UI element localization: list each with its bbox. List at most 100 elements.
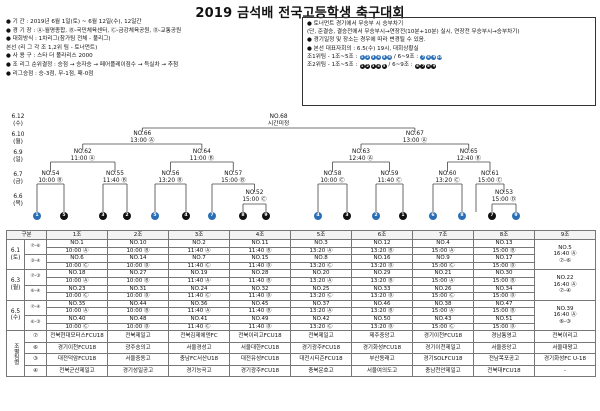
bracket-seed: 2 [372, 212, 380, 220]
info-ball: ● 사 용 구 : 스타 더 폴라리스 2000 [6, 53, 93, 60]
match-number: NO.65 [459, 149, 478, 155]
header-group: 6조 [351, 230, 413, 240]
seed-dot: 9 [431, 55, 437, 61]
seed-row-mid: / 6~9조 : [386, 62, 415, 69]
schedule-cell: 10:00 Ⓑ [107, 307, 169, 316]
match-time: 11:00 Ⓐ [70, 155, 95, 162]
schedule-cell: 13:20 Ⓐ [290, 246, 352, 256]
team-name: 서울대한FCU18 [229, 341, 291, 355]
team-name: 대전유성FCU18 [229, 353, 291, 366]
schedule-cell: 13:20 Ⓓ [351, 322, 413, 332]
match-number: NO.63 [352, 149, 370, 155]
seed-dot: 4 [376, 55, 382, 61]
bracket-match-semi: NO.67 13:00 Ⓐ [393, 131, 437, 145]
match-number: NO.53 [495, 190, 513, 196]
schedule-cell: NO.25 [290, 284, 352, 294]
schedule-row: ⑥-③ NO.40 NO.48 NO.41 NO.49 NO.42 NO.50 NO.43 NO… [7, 314, 596, 332]
schedule-cell: NO.48 [107, 314, 169, 324]
schedule-cell: NO.30 [473, 269, 535, 278]
schedule-cell: NO.51 [473, 314, 535, 324]
bracket-match-prelim: NO.52 15:00 Ⓒ [233, 190, 277, 204]
schedule-row: ⑥-④ NO.23 NO.31 NO.24 NO.32 NO.25 NO.33 NO.26 NO… [7, 284, 596, 301]
schedule-row: 10:00 Ⓐ 10:00 Ⓑ 11:40 Ⓐ 11:40 Ⓑ 13:20 Ⓐ 13:20… [7, 246, 596, 256]
schedule-cell: NO.14 [107, 254, 169, 263]
match-number: NO.56 [161, 171, 180, 177]
schedule-cell: NO.45 [229, 299, 291, 309]
seed-dot: 3 [370, 63, 376, 69]
round-date: 6.12 (수) [11, 114, 25, 127]
schedule-cell: 13:20 Ⓐ [290, 276, 352, 286]
team-name: 전북제일고 [290, 330, 352, 343]
header-group: 8조 [473, 230, 535, 240]
schedule-cell: NO.22 16:40 Ⓐ ⑦-④ [534, 269, 596, 301]
schedule-row: 10:00 Ⓒ 10:00 Ⓓ 11:40 Ⓒ 11:40 Ⓓ 13:20 Ⓒ 13:20… [7, 292, 596, 301]
team-name: 광주숭의고 [107, 341, 169, 355]
team-row: 조별팀명 ⑦ 전북현대모터스FCU18 전북제일고 전북김제에덴FC 전북이리고FCU18… [6, 330, 596, 378]
schedule-row: 10:00 Ⓐ 10:00 Ⓑ 11:40 Ⓐ 11:40 Ⓑ 13:20 Ⓐ 13:20… [7, 307, 596, 316]
team-name: 경기SOLFCU18 [412, 353, 474, 366]
bracket-match-r16: NO.56 13:20 Ⓑ [149, 171, 193, 185]
schedule-date: 6.5 (수) [6, 299, 25, 332]
bracket-match-prelim: NO.53 15:00 Ⓓ [482, 190, 526, 204]
team-name: 전북이리고FCU18 [229, 330, 291, 343]
schedule-cell: NO.20 [290, 269, 352, 278]
bracket-match-r16: NO.60 13:20 Ⓒ [426, 171, 470, 185]
bracket-seed: 2 [123, 212, 131, 220]
teams-label: 조별팀명 [6, 330, 25, 378]
team-name: 경기광주FCU18 [290, 341, 352, 355]
team-name: 경남통영고 [473, 330, 535, 343]
schedule-cell: NO.28 [229, 269, 291, 278]
seed-dot: 1 [359, 55, 365, 61]
schedule-cell: 10:00 Ⓐ [46, 276, 108, 286]
schedule-cell: 10:00 Ⓒ [46, 322, 108, 332]
schedule-cell: 13:20 Ⓒ [290, 322, 352, 332]
schedule-row: 10:00 Ⓒ 10:00 Ⓓ 11:40 Ⓒ 11:40 Ⓓ 13:20 Ⓒ 13:20… [7, 261, 596, 271]
match-time: 15:00 Ⓒ [477, 177, 503, 184]
seed-dot: 6 [414, 63, 420, 69]
team-name: 부산동래고 [351, 353, 413, 366]
schedule-cell: NO.2 [168, 239, 230, 248]
schedule-cell: 13:20 Ⓓ [351, 292, 413, 301]
bracket-seed: 4 [314, 212, 322, 220]
bracket-seed: 8 [239, 212, 247, 220]
schedule-cell: NO.21 [412, 269, 474, 278]
schedule-row: 6.1 (토) ⑦-⑥ NO.1 NO.10 NO.2 NO.11 NO.3 NO.12 NO.4… [6, 238, 596, 271]
team-name: 전북이리고 [534, 330, 596, 343]
tournament-bracket: 6.12 (수) 6.10 (월) 6.9 (일) 6.7 (금) 6.6 (목) 1 5 3 2 5 4 7 8… [0, 108, 600, 226]
schedule-cell: NO.35 [46, 299, 108, 309]
schedule-cell: NO.40 [46, 314, 108, 324]
schedule-cell: 15:00 Ⓒ [412, 261, 474, 271]
schedule-cell: NO.33 [351, 284, 413, 294]
schedule-cell: NO.7 [168, 254, 230, 263]
schedule-cell: 10:00 Ⓓ [107, 261, 169, 271]
match-number: NO.54 [41, 171, 60, 177]
schedule-cell: 15:00 Ⓐ [412, 276, 474, 286]
info-points: ● 리그승점 : 승-3점, 무-1점, 패-0점 [6, 70, 94, 77]
schedule-cell: 15:00 Ⓒ [412, 322, 474, 332]
match-time: 11:00 Ⓑ [189, 155, 215, 162]
schedule-cell: NO.1 [46, 239, 108, 248]
schedule-cell: NO.16 [351, 254, 413, 263]
bracket-seed: 8 [458, 212, 466, 220]
schedule-cell: 11:40 Ⓐ [168, 307, 230, 316]
schedule-cell: 15:00 Ⓑ [473, 246, 535, 256]
team-name: 전북김제에덴FC [168, 330, 230, 343]
seed-row-prefix: 조1위팀 - 1조~5조 : [307, 53, 360, 60]
schedule-cell: NO.15 [229, 254, 291, 263]
header-group: 9조 [534, 230, 596, 240]
match-number: NO.58 [323, 171, 342, 177]
schedule-cell: NO.17 [473, 254, 535, 263]
seed-dot: 6 [387, 55, 393, 61]
schedule-cell: 11:40 Ⓓ [229, 261, 291, 271]
team-name: 서울대왕고 [534, 341, 596, 355]
schedule-cell: 10:00 Ⓑ [107, 276, 169, 286]
schedule-cell: 15:00 Ⓓ [473, 322, 535, 332]
schedule-cell: 15:00 Ⓓ [473, 261, 535, 271]
schedule-slot: ⑥-③ [24, 314, 47, 332]
team-name: 경기성일공고 [107, 364, 169, 378]
schedule-date: 6.3 (월) [6, 269, 25, 301]
team-name: - [534, 364, 596, 378]
schedule-cell: NO.47 [473, 299, 535, 309]
schedule-row: ③-④ NO.6 NO.14 NO.7 NO.15 NO.8 NO.16 NO.9 NO.17 [7, 254, 596, 271]
